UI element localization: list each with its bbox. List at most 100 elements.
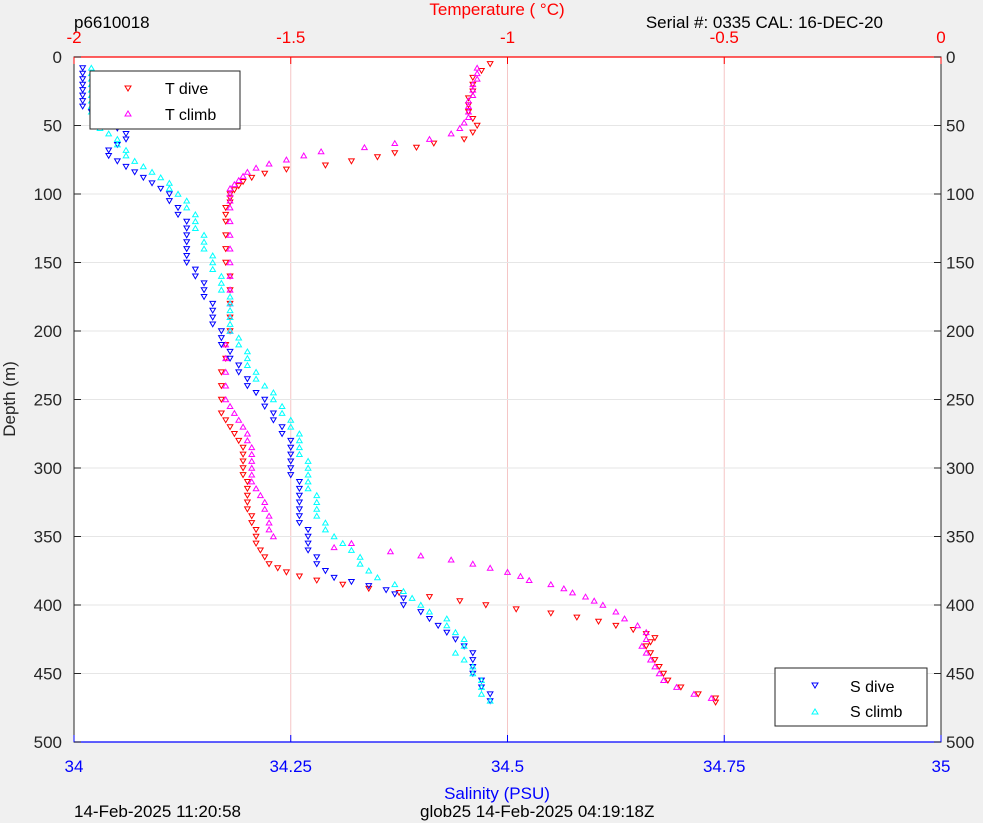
data-point bbox=[287, 423, 295, 430]
data-point bbox=[469, 74, 477, 82]
data-point bbox=[282, 569, 291, 576]
data-point bbox=[282, 156, 291, 163]
data-point bbox=[469, 650, 477, 657]
data-point bbox=[200, 238, 208, 245]
data-point bbox=[209, 314, 217, 321]
data-point bbox=[209, 300, 217, 308]
data-point bbox=[295, 499, 304, 506]
data-point bbox=[265, 561, 273, 568]
temperature-tick-label: -1.5 bbox=[276, 28, 305, 47]
depth-tick-label-right: 50 bbox=[946, 117, 965, 136]
data-point bbox=[209, 307, 217, 315]
data-point bbox=[226, 286, 234, 293]
data-point bbox=[226, 355, 234, 362]
data-point bbox=[165, 198, 174, 205]
data-point bbox=[239, 423, 247, 430]
data-point bbox=[434, 622, 442, 630]
data-point bbox=[391, 591, 399, 598]
depth-tick-label-left: 100 bbox=[34, 185, 62, 204]
depth-tick-label-right: 150 bbox=[946, 254, 974, 273]
data-point bbox=[200, 294, 208, 301]
data-point bbox=[399, 602, 408, 609]
data-point bbox=[651, 657, 659, 664]
data-point bbox=[287, 444, 295, 452]
data-point bbox=[222, 395, 230, 403]
depth-tick-label-right: 0 bbox=[946, 48, 955, 67]
data-point bbox=[295, 437, 304, 444]
data-point bbox=[222, 368, 230, 375]
data-point bbox=[265, 526, 273, 533]
data-point bbox=[590, 597, 598, 604]
data-point bbox=[243, 168, 252, 175]
data-point bbox=[217, 279, 226, 286]
data-point bbox=[304, 484, 312, 492]
data-point bbox=[122, 136, 130, 143]
data-point bbox=[239, 172, 247, 179]
profile-id: p6610018 bbox=[74, 13, 150, 32]
data-point bbox=[222, 259, 230, 267]
data-point bbox=[243, 361, 252, 368]
temperature-legend-box bbox=[89, 70, 241, 130]
depth-tick-label-left: 300 bbox=[34, 459, 62, 478]
data-point bbox=[148, 168, 156, 175]
legend-s-dive-marker bbox=[811, 682, 819, 689]
data-point bbox=[469, 129, 477, 136]
data-point bbox=[235, 437, 243, 445]
data-point bbox=[174, 190, 182, 197]
depth-tick-label-left: 200 bbox=[34, 322, 62, 341]
data-point bbox=[646, 650, 655, 657]
data-point bbox=[222, 232, 230, 239]
data-point bbox=[235, 362, 243, 369]
data-point bbox=[248, 478, 256, 485]
data-point bbox=[274, 565, 282, 572]
data-point bbox=[642, 643, 650, 650]
data-point bbox=[347, 539, 356, 547]
data-point bbox=[139, 163, 148, 170]
depth-tick-label-left: 500 bbox=[34, 733, 62, 752]
data-point bbox=[252, 533, 260, 541]
data-point bbox=[646, 656, 655, 663]
data-point bbox=[408, 594, 416, 601]
data-point bbox=[295, 430, 304, 437]
data-point bbox=[313, 554, 321, 561]
data-point bbox=[191, 273, 200, 280]
depth-tick-label-right: 200 bbox=[946, 322, 974, 341]
data-point bbox=[451, 628, 460, 636]
data-point bbox=[486, 691, 494, 698]
data-point bbox=[222, 354, 230, 362]
data-point bbox=[217, 272, 226, 279]
data-point bbox=[425, 616, 434, 623]
temperature-tick-label: -2 bbox=[66, 28, 81, 47]
data-point bbox=[469, 88, 477, 95]
data-point bbox=[417, 552, 425, 559]
data-point bbox=[547, 580, 555, 588]
data-point bbox=[165, 184, 174, 192]
data-point bbox=[313, 491, 321, 499]
data-point bbox=[417, 609, 425, 616]
data-point bbox=[477, 683, 486, 690]
data-point bbox=[209, 258, 217, 266]
data-point bbox=[122, 163, 130, 171]
data-point bbox=[261, 554, 269, 561]
data-point bbox=[252, 375, 260, 382]
data-point bbox=[304, 533, 312, 541]
data-point bbox=[516, 572, 525, 579]
data-point bbox=[252, 389, 260, 397]
data-point bbox=[382, 587, 390, 594]
data-point bbox=[226, 272, 234, 279]
depth-tick-label-left: 150 bbox=[34, 254, 62, 273]
data-point bbox=[243, 376, 252, 383]
footer-timestamp: 14-Feb-2025 11:20:58 bbox=[74, 802, 241, 821]
data-point bbox=[330, 574, 338, 582]
data-point bbox=[373, 574, 382, 581]
data-point bbox=[321, 519, 330, 526]
data-point bbox=[651, 635, 659, 642]
data-point bbox=[365, 583, 373, 590]
depth-axis-label: Depth (m) bbox=[0, 361, 19, 437]
data-point bbox=[209, 265, 217, 273]
data-point bbox=[373, 154, 382, 161]
temperature-legend: T dive T climb bbox=[89, 70, 241, 130]
data-point bbox=[477, 690, 486, 697]
